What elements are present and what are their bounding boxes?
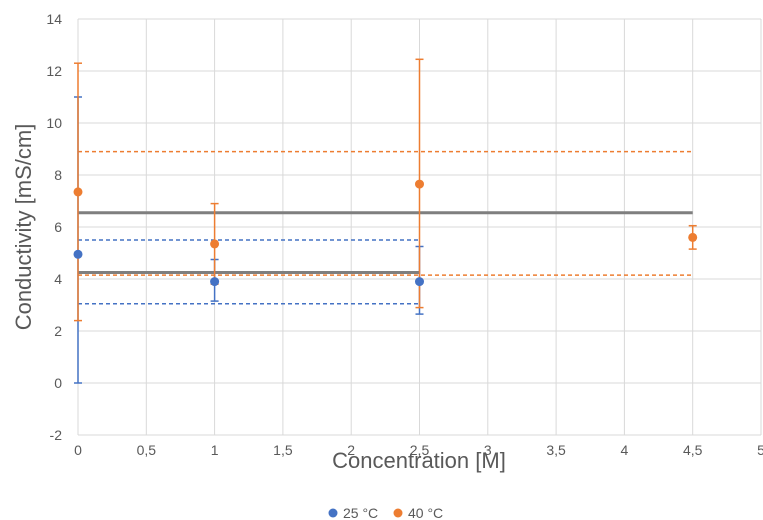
- tick-labels: 0 0,5 1 1,5 2 2,5 3 3,5 4 4,5 5 -2 0 2 4 6 8 10 12 14: [46, 11, 763, 458]
- y-tick-label: 8: [54, 167, 62, 183]
- legend-marker-40c: [393, 508, 403, 518]
- x-tick-label: 0,5: [137, 442, 157, 458]
- legend-label-40c: 40 °C: [408, 505, 443, 520]
- x-tick-label: 4: [621, 442, 629, 458]
- x-tick-label: 4,5: [683, 442, 703, 458]
- x-tick-label: 5: [757, 442, 763, 458]
- data-point-40c: [415, 179, 424, 189]
- legend-label-25c: 25 °C: [343, 505, 378, 520]
- data-point-25c: [415, 277, 424, 287]
- legend-marker-25c: [328, 508, 338, 518]
- y-tick-label: 12: [46, 63, 62, 79]
- data-point-25c: [73, 249, 83, 259]
- x-tick-label: 0: [74, 442, 82, 458]
- reference-lines: [78, 150, 693, 305]
- data-point-40c: [73, 187, 83, 197]
- x-tick-label: 3: [484, 442, 492, 458]
- y-axis-title: Conductivity [mS/cm]: [11, 124, 36, 331]
- y-tick-label: 10: [46, 115, 62, 131]
- y-tick-label: -2: [50, 427, 63, 443]
- data-points: [73, 179, 698, 287]
- data-point-40c: [210, 239, 220, 249]
- x-tick-label: 1,5: [273, 442, 293, 458]
- x-tick-label: 3,5: [546, 442, 566, 458]
- y-tick-label: 2: [54, 323, 62, 339]
- legend: 25 °C 40 °C: [328, 505, 443, 520]
- data-point-40c: [688, 232, 698, 242]
- y-tick-label: 14: [46, 11, 62, 27]
- y-tick-label: 4: [54, 271, 62, 287]
- data-point-25c: [210, 277, 220, 287]
- y-tick-label: 6: [54, 219, 62, 235]
- y-tick-label: 0: [54, 375, 62, 391]
- x-tick-label: 1: [211, 442, 219, 458]
- x-axis-title: Concentration [M]: [332, 448, 506, 473]
- error-bars: [74, 58, 697, 384]
- x-tick-label: 2,5: [410, 442, 430, 458]
- x-tick-label: 2: [347, 442, 355, 458]
